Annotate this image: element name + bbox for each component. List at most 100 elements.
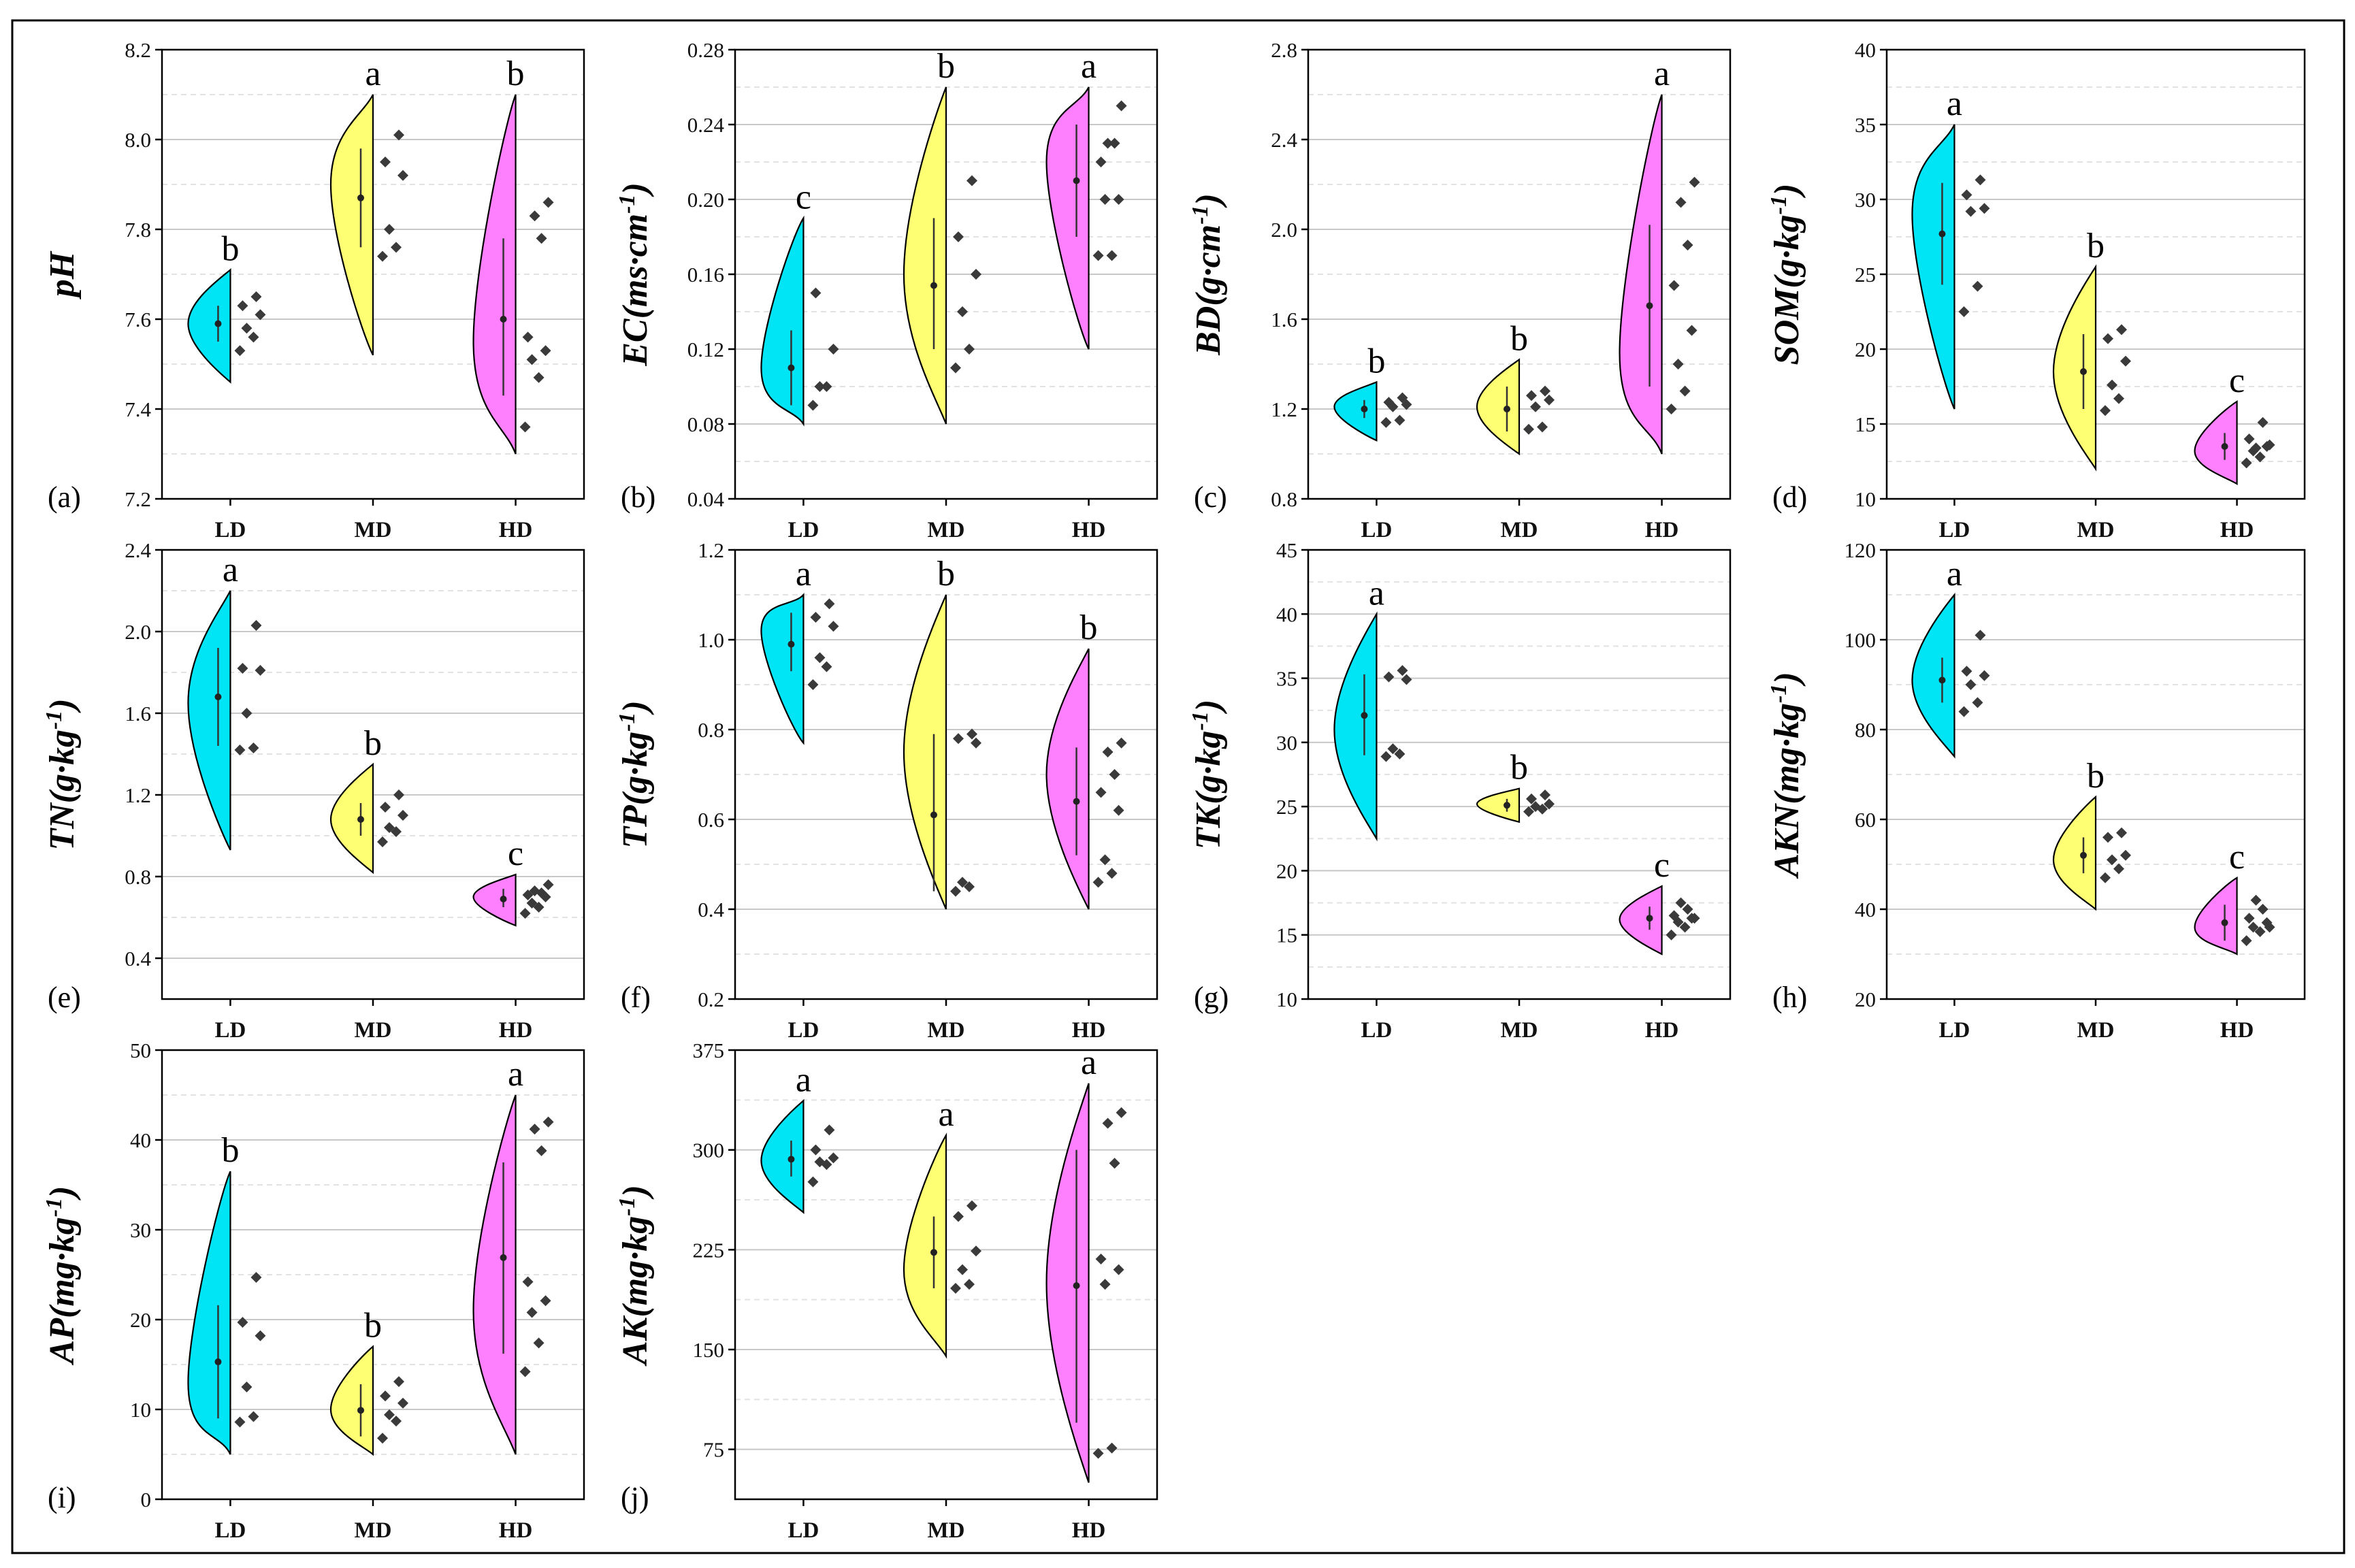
significance-letter-MD: a [938,1095,954,1134]
panel-tag: (e) [48,981,81,1014]
violin-half-HD [2194,400,2238,485]
data-point-LD [1401,674,1412,685]
y-tick-label: 0.8 [698,718,724,742]
data-point-MD [2107,379,2117,391]
data-point-LD [1383,671,1395,683]
data-point-MD [377,250,388,262]
y-tick-label: 0.8 [125,865,151,889]
violin-half-LD [187,268,231,384]
data-point-MD [971,269,981,280]
significance-letter-HD: c [508,834,523,873]
panel-b: 0.04 0.08 0.12 0.16 0.20 0.24 0.28 c LD b MD a HD EC(… [615,38,1158,542]
y-axis-title: EC(ms·cm-1) [615,182,655,367]
y-axis-title-superscript: -1 [1188,711,1213,730]
y-axis-title-main: AP(mg·kg [43,1217,82,1365]
y-axis-title-main: TN(g·kg [43,730,82,851]
data-point-HD [526,1307,538,1318]
y-axis-title-main: TP(g·kg [616,732,655,849]
y-tick-label: 2.0 [125,620,151,644]
significance-letter-MD: b [937,555,955,593]
mean-marker-MD [2080,851,2087,859]
data-point-HD [1668,910,1680,921]
data-point-HD [2250,442,2262,454]
data-point-HD [1095,787,1107,798]
data-point-LD [814,381,826,392]
y-tick-label: 8.0 [125,128,151,152]
y-axis-title-end: ) [616,700,655,715]
data-point-LD [1965,206,1977,217]
plot-frame [1307,549,1732,1000]
data-point-MD [953,231,964,242]
x-tick-label: HD [499,1018,533,1043]
data-point-LD [241,1382,253,1392]
data-point-LD [1961,666,1972,677]
x-tick-label: MD [2077,1018,2115,1043]
data-point-HD [1689,176,1700,188]
violin-half-MD [329,1345,374,1456]
significance-letter-HD: c [1654,846,1670,885]
y-axis-title: SOM(g·kg-1) [1766,184,1806,365]
data-point-HD [519,421,531,433]
y-axis-title-main: EC(ms·cm [616,214,655,367]
data-point-HD [1116,1107,1127,1118]
data-point-MD [2120,849,2131,861]
panel-c: 0.8 1.2 1.6 2.0 2.4 2.8 b LD b MD a HD BD(g·cm-1) (c) [1188,38,1732,542]
data-point-HD [529,210,540,222]
significance-letter-MD: b [1510,319,1528,358]
y-axis-title: AP(mg·kg-1) [42,1186,82,1366]
data-point-MD [384,822,395,833]
mean-marker-LD [1938,230,1946,238]
panel-tag: (g) [1194,981,1229,1014]
y-tick-label: 120 [1845,538,1877,562]
data-point-HD [2247,921,2259,933]
x-tick-label: LD [215,1518,246,1543]
y-axis-title-end: ) [43,698,82,713]
data-point-LD [814,1156,826,1168]
data-point-LD [1380,416,1392,428]
mean-marker-LD [1361,406,1368,412]
data-point-LD [1383,397,1395,408]
y-tick-label: 375 [693,1039,725,1062]
x-tick-label: HD [1072,518,1106,542]
data-point-MD [384,1409,395,1420]
x-tick-label: LD [1939,1018,1970,1043]
x-tick-label: HD [1645,1018,1679,1043]
significance-letter-LD: c [796,178,811,217]
data-point-HD [526,898,538,909]
significance-letter-MD: a [365,54,380,93]
data-point-HD [1116,737,1127,749]
data-point-HD [1668,280,1680,291]
mean-marker-LD [787,364,795,372]
y-tick-label: 20 [1276,859,1297,883]
x-tick-label: LD [215,518,246,542]
data-point-LD [1965,679,1977,690]
data-point-MD [953,1211,964,1222]
data-point-LD [241,708,253,719]
data-point-HD [1106,250,1118,261]
data-point-HD [1102,747,1114,757]
y-tick-label: 20 [1855,987,1876,1011]
y-axis-title-main: AK(mg·kg [616,1216,655,1367]
data-point-MD [964,344,975,355]
data-point-HD [1675,197,1687,208]
data-point-LD [1972,697,1983,708]
mean-marker-LD [214,693,222,700]
significance-letter-LD: b [221,1131,239,1170]
y-tick-label: 10 [130,1398,151,1422]
violin-half-HD [472,1094,517,1455]
data-point-HD [536,1145,547,1156]
y-axis-title: TN(g·kg-1) [42,698,82,850]
violin-half-HD [472,873,517,927]
data-point-LD [824,598,835,610]
violin-half-MD [329,94,374,356]
mean-marker-MD [2080,368,2087,375]
data-point-LD [828,1152,839,1164]
x-tick-label: MD [928,1518,965,1543]
data-point-MD [380,1390,391,1402]
y-tick-label: 2.4 [1271,128,1297,152]
mean-marker-MD [357,816,364,823]
data-point-MD [1540,385,1550,397]
y-tick-label: 15 [1855,412,1876,436]
data-point-HD [1109,137,1120,149]
violin-half-HD [1045,1083,1090,1483]
